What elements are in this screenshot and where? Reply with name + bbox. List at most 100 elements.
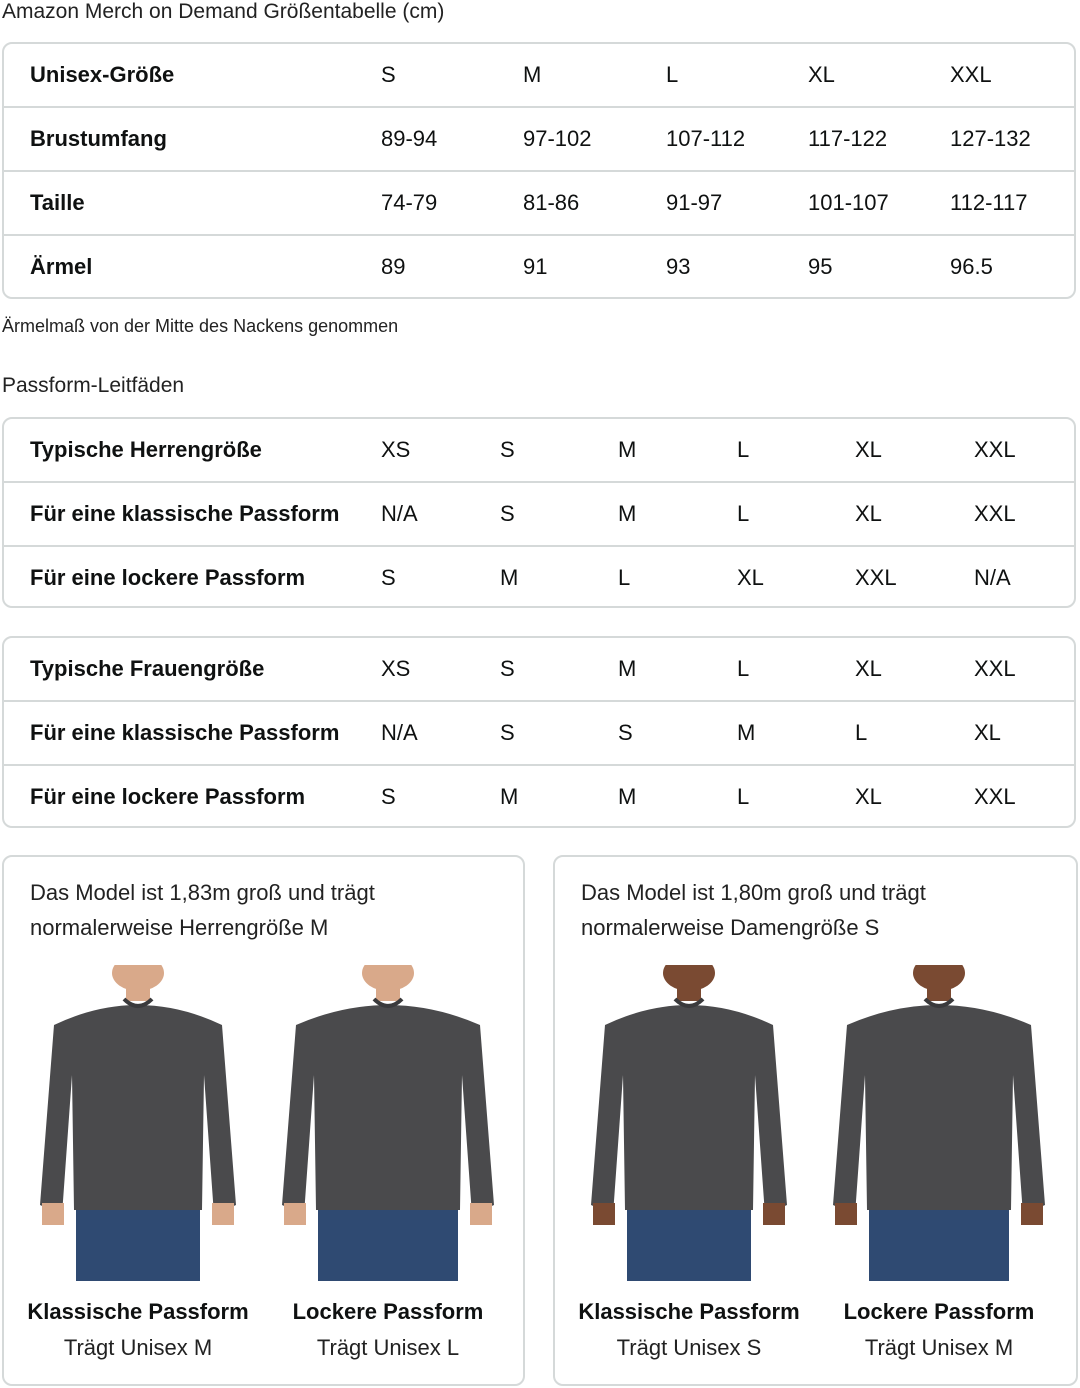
table-cell: 89 xyxy=(381,254,406,279)
model-photo xyxy=(28,955,248,1281)
fit-caption-title: Klassische Passform xyxy=(27,1299,249,1324)
row-label: Für eine klassische Passform xyxy=(30,501,340,526)
table-cell: 91-97 xyxy=(666,190,723,215)
men-model-card: Das Model ist 1,83m groß und trägt norma… xyxy=(2,855,525,1386)
table-cell: L xyxy=(666,62,679,87)
table-cell: 117-122 xyxy=(808,126,888,151)
table-cell: 127-132 xyxy=(950,126,1031,151)
table-cell: S xyxy=(500,437,515,462)
model-photo xyxy=(579,955,799,1281)
sweatshirt-model-image xyxy=(40,955,236,1281)
fit-caption-title: Lockere Passform xyxy=(843,1299,1035,1324)
page-title: Amazon Merch on Demand Größentabelle (cm… xyxy=(2,0,445,23)
table-cell: 81-86 xyxy=(523,190,580,215)
row-label: Für eine klassische Passform xyxy=(30,720,340,745)
table-cell: L xyxy=(737,656,750,681)
table-cell: M xyxy=(618,656,637,681)
table-cell: M xyxy=(618,501,637,526)
table-cell: N/A xyxy=(974,565,1011,590)
table-row: Unisex-Größe S M L XL XXL xyxy=(4,44,1074,106)
table-cell: M xyxy=(523,62,542,87)
sweatshirt-model-image xyxy=(833,955,1045,1281)
table-row: Brustumfang 89-94 97-102 107-112 117-122 127-… xyxy=(4,106,1074,170)
table-cell: S xyxy=(618,720,633,745)
table-cell: S xyxy=(500,720,515,745)
table-cell: S xyxy=(381,62,396,87)
table-cell: M xyxy=(737,720,756,745)
table-row: Ärmel 89 91 93 95 96.5 xyxy=(4,234,1074,298)
table-row: Typische Herrengröße XS S M L XL XXL xyxy=(4,419,1074,481)
fit-caption-title: Klassische Passform xyxy=(578,1299,800,1324)
table-cell: L xyxy=(618,565,631,590)
table-cell: 89-94 xyxy=(381,126,438,151)
table-cell: S xyxy=(381,784,396,809)
table-cell: 101-107 xyxy=(808,190,889,215)
row-label: Brustumfang xyxy=(30,126,167,151)
model-description: Das Model ist 1,83m groß und trägt norma… xyxy=(30,880,375,940)
table-cell: XS xyxy=(381,437,411,462)
size-table: Unisex-Größe S M L XL XXL Brustumfang 89-94 97-1… xyxy=(2,42,1076,299)
row-label: Unisex-Größe xyxy=(30,62,175,87)
row-label: Typische Frauengröße xyxy=(30,656,265,681)
table-cell: N/A xyxy=(381,501,418,526)
row-label: Typische Herrengröße xyxy=(30,437,262,462)
table-cell: 112-117 xyxy=(950,190,1028,215)
table-row: Für eine klassische Passform N/A S M L XL XXL xyxy=(4,481,1074,545)
row-label: Ärmel xyxy=(30,254,93,279)
sweatshirt-model-image xyxy=(591,955,787,1281)
sleeve-note: Ärmelmaß von der Mitte des Nackens genom… xyxy=(2,316,399,336)
table-cell: 96.5 xyxy=(950,254,993,279)
table-cell: XL xyxy=(974,720,1001,745)
women-fit-table: Typische Frauengröße XS S M L XL XXL Für eine k… xyxy=(2,636,1076,828)
fit-guide-title: Passform-Leitfäden xyxy=(2,374,185,397)
table-cell: XL xyxy=(855,437,882,462)
table-cell: M xyxy=(618,437,637,462)
table-cell: XL xyxy=(737,565,764,590)
table-cell: S xyxy=(500,656,515,681)
table-cell: XXL xyxy=(855,565,897,590)
table-cell: XL xyxy=(855,501,882,526)
table-cell: XXL xyxy=(950,62,992,87)
fit-caption-title: Lockere Passform xyxy=(292,1299,484,1324)
table-cell: XL xyxy=(855,656,882,681)
row-label: Für eine lockere Passform xyxy=(30,784,306,809)
fit-caption-size: Trägt Unisex M xyxy=(63,1335,213,1360)
table-cell: L xyxy=(737,784,750,809)
row-label: Für eine lockere Passform xyxy=(30,565,306,590)
table-cell: 97-102 xyxy=(523,126,592,151)
table-cell: 93 xyxy=(666,254,691,279)
table-cell: XXL xyxy=(974,656,1016,681)
table-cell: M xyxy=(500,784,519,809)
table-row: Für eine lockere Passform S M L XL XXL N/A xyxy=(4,545,1074,609)
table-cell: 107-112 xyxy=(666,126,746,151)
table-cell: M xyxy=(500,565,519,590)
table-cell: XXL xyxy=(974,437,1016,462)
model-photo xyxy=(278,955,498,1281)
men-fit-table: Typische Herrengröße XS S M L XL XXL Für eine k… xyxy=(2,417,1076,608)
table-cell: XL xyxy=(808,62,835,87)
table-cell: 95 xyxy=(808,254,833,279)
women-model-card: Das Model ist 1,80m groß und trägt norma… xyxy=(553,855,1078,1386)
table-cell: 74-79 xyxy=(381,190,438,215)
table-cell: M xyxy=(618,784,637,809)
table-row: Taille 74-79 81-86 91-97 101-107 112-117 xyxy=(4,170,1074,234)
table-row: Für eine lockere Passform S M M L XL XXL xyxy=(4,764,1074,828)
table-cell: L xyxy=(737,437,750,462)
table-cell: L xyxy=(737,501,750,526)
model-description: Das Model ist 1,80m groß und trägt norma… xyxy=(581,880,926,940)
table-cell: N/A xyxy=(381,720,418,745)
fit-caption-size: Trägt Unisex M xyxy=(864,1335,1014,1360)
table-cell: XXL xyxy=(974,501,1016,526)
model-photo xyxy=(829,955,1049,1281)
sweatshirt-model-image xyxy=(282,955,494,1281)
table-cell: XS xyxy=(381,656,411,681)
table-cell: XXL xyxy=(974,784,1016,809)
table-row: Für eine klassische Passform N/A S S M L XL xyxy=(4,700,1074,764)
table-cell: S xyxy=(381,565,396,590)
table-cell: L xyxy=(855,720,868,745)
table-cell: XL xyxy=(855,784,882,809)
table-cell: 91 xyxy=(523,254,548,279)
fit-caption-size: Trägt Unisex L xyxy=(316,1335,460,1360)
table-cell: S xyxy=(500,501,515,526)
row-label: Taille xyxy=(30,190,85,215)
